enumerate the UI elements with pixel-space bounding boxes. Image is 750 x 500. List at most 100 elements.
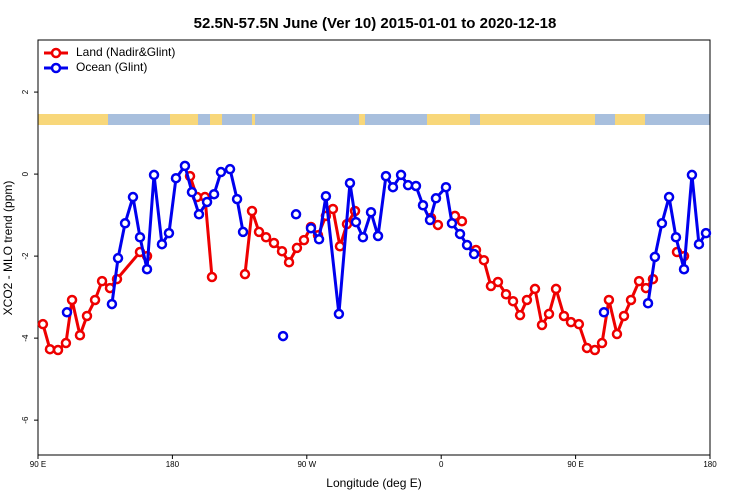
data-point xyxy=(344,177,356,189)
data-point xyxy=(693,238,705,250)
data-point xyxy=(112,252,124,264)
data-point xyxy=(380,170,392,182)
data-point xyxy=(283,257,295,268)
data-point xyxy=(573,318,585,330)
y-tick-label: 0 xyxy=(21,171,30,176)
data-point xyxy=(193,209,205,220)
data-point xyxy=(598,307,610,318)
data-point xyxy=(141,263,153,275)
data-point xyxy=(119,218,131,229)
legend-label: Land (Nadir&Glint) xyxy=(76,45,175,59)
legend-marker xyxy=(50,62,62,74)
data-point xyxy=(456,216,468,227)
stripe-ocean xyxy=(595,114,615,125)
x-tick-label: 180 xyxy=(703,460,717,469)
stripe-ocean xyxy=(198,114,210,125)
series-line xyxy=(309,173,476,316)
data-point xyxy=(468,248,480,260)
y-tick-label: -6 xyxy=(21,416,30,424)
data-point xyxy=(603,294,615,306)
data-point xyxy=(424,214,436,226)
data-point xyxy=(291,242,303,254)
data-point xyxy=(656,218,668,229)
data-point xyxy=(224,163,236,175)
data-point xyxy=(313,234,325,245)
data-point xyxy=(246,205,258,217)
data-point xyxy=(550,283,562,295)
data-point xyxy=(611,328,623,340)
data-point xyxy=(334,241,346,252)
x-tick-label: 0 xyxy=(439,460,444,469)
y-tick-label: -2 xyxy=(21,252,30,260)
data-point xyxy=(215,166,227,178)
data-point xyxy=(290,209,302,220)
legend-marker xyxy=(50,47,62,59)
data-point xyxy=(642,298,654,309)
plot-frame xyxy=(37,39,711,456)
stripe-ocean xyxy=(222,114,252,125)
data-point xyxy=(410,180,422,192)
data-point xyxy=(186,186,198,198)
data-point xyxy=(61,307,73,318)
data-point xyxy=(596,337,608,349)
data-point xyxy=(521,294,533,306)
stripe-ocean xyxy=(108,114,170,125)
data-point xyxy=(507,295,519,307)
y-tick-label: -4 xyxy=(21,334,30,342)
data-point xyxy=(134,231,146,243)
data-point xyxy=(387,181,399,193)
data-point xyxy=(201,196,213,208)
land-ocean-stripe xyxy=(38,114,710,125)
data-point xyxy=(277,330,289,342)
data-point xyxy=(268,237,280,249)
data-point xyxy=(333,308,345,320)
data-point xyxy=(649,251,661,263)
y-axis-label: XCO2 - MLO trend (ppm) xyxy=(1,181,15,316)
data-point xyxy=(350,216,362,228)
data-point xyxy=(686,169,698,181)
data-point xyxy=(208,188,220,200)
data-point xyxy=(298,234,310,246)
data-point xyxy=(430,193,442,204)
x-tick-label: 90 E xyxy=(567,460,583,469)
data-point xyxy=(529,283,541,295)
data-point xyxy=(253,226,265,238)
data-point xyxy=(127,191,139,203)
x-tick-label: 180 xyxy=(166,460,180,469)
data-point xyxy=(148,169,160,181)
data-point xyxy=(440,181,452,193)
stripe-ocean xyxy=(645,114,710,125)
data-point xyxy=(327,203,339,215)
x-tick-label: 90 W xyxy=(297,460,316,469)
data-point xyxy=(163,227,175,239)
data-point xyxy=(700,227,712,239)
chart-title: 52.5N-57.5N June (Ver 10) 2015-01-01 to … xyxy=(194,15,557,32)
data-point xyxy=(589,344,601,356)
data-point xyxy=(276,245,288,257)
data-point xyxy=(417,200,429,211)
data-point xyxy=(237,226,249,238)
data-point xyxy=(106,298,118,310)
x-tick-label: 90 E xyxy=(30,460,46,469)
data-point xyxy=(478,254,490,266)
data-point xyxy=(461,239,473,251)
data-point xyxy=(500,288,512,300)
data-point xyxy=(678,263,690,275)
data-point xyxy=(170,172,182,184)
y-tick-label: 2 xyxy=(21,89,30,94)
data-point xyxy=(81,310,93,322)
data-point xyxy=(633,275,645,287)
data-point xyxy=(44,343,56,355)
data-point xyxy=(206,271,218,283)
data-point xyxy=(670,231,682,243)
data-point xyxy=(66,294,78,306)
data-point xyxy=(663,191,675,203)
data-point xyxy=(558,310,570,322)
data-point xyxy=(514,309,526,321)
data-point xyxy=(179,160,191,172)
data-point xyxy=(60,337,72,349)
data-point xyxy=(625,294,637,306)
data-point xyxy=(543,308,555,320)
